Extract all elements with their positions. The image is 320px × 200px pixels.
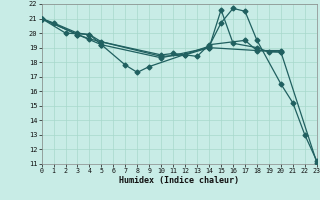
- X-axis label: Humidex (Indice chaleur): Humidex (Indice chaleur): [119, 176, 239, 185]
